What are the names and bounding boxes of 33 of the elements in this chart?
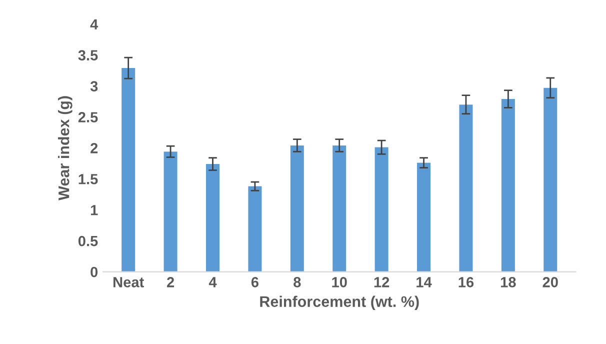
bar [248,186,262,272]
y-tick-label: 2 [90,143,98,154]
bar [164,152,178,272]
y-tick-label: 0 [90,266,98,278]
x-axis-title: Reinforcement (wt. %) [260,296,419,310]
y-tick-label: 2.5 [78,112,98,122]
bar [374,147,388,272]
y-tick-label: 4 [90,19,98,30]
bar [459,104,473,272]
x-tick-label: 12 [374,277,390,288]
x-tick-label: 16 [458,277,474,288]
y-tick-label: 0.5 [78,236,98,246]
x-tick-label: 6 [251,277,258,288]
bar [206,164,220,272]
bar [501,99,515,272]
x-tick-label: 2 [166,277,174,288]
y-tick-label: 3.5 [78,50,98,60]
x-tick-label: 18 [500,277,516,288]
y-tick-label: 1 [90,205,98,216]
x-tick-label: 4 [208,277,217,288]
bar [290,145,304,272]
bar [122,68,136,272]
y-tick-label: 1.5 [78,174,98,184]
x-tick-label: 14 [416,277,432,288]
x-tick-label: 20 [542,277,558,288]
bar [417,162,431,272]
y-axis-title: Wear index (g) [58,96,72,200]
x-tick-label: Neat [114,277,144,288]
y-tick-label: 3 [90,81,98,92]
bar [332,145,346,272]
x-tick-label: 10 [332,277,347,288]
bar [544,88,558,272]
x-tick-label: 8 [294,277,301,288]
